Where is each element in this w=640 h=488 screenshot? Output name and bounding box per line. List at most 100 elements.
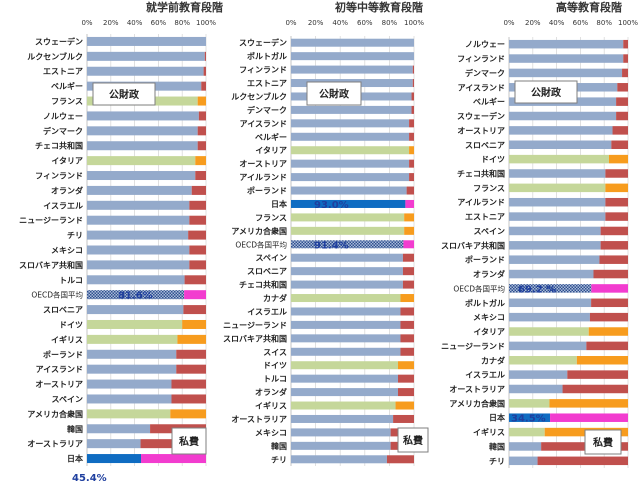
category-label: イタリア bbox=[255, 145, 287, 155]
chart-panel-1: 就学前教育段階 0% 20% 40% 60% 80% 100% スウェーデンルクセンブルクエス… bbox=[19, 0, 223, 484]
private-legend-box bbox=[584, 429, 622, 455]
bar-public bbox=[87, 275, 185, 285]
bar-private bbox=[412, 79, 414, 88]
bar-private bbox=[189, 200, 206, 210]
bar-private bbox=[406, 186, 414, 195]
category-label: ベルギー bbox=[473, 97, 505, 107]
bar-private bbox=[176, 364, 206, 374]
bar-public bbox=[509, 341, 587, 351]
bar-public bbox=[87, 185, 192, 195]
category-label: スペイン bbox=[52, 395, 83, 404]
category-label: フィンランド bbox=[35, 172, 83, 181]
category-label: ルクセンブルク bbox=[231, 91, 287, 101]
bar-private bbox=[189, 260, 206, 270]
bar-public bbox=[291, 280, 403, 289]
bar-public bbox=[87, 36, 206, 46]
bar-private bbox=[550, 413, 628, 422]
bar-public bbox=[87, 454, 142, 464]
category-label: スペイン bbox=[256, 254, 287, 263]
category-label: メキシコ bbox=[255, 428, 287, 437]
bar-private bbox=[411, 105, 414, 114]
bar-public bbox=[87, 245, 190, 255]
bar-private bbox=[184, 275, 206, 285]
category-label: チリ bbox=[67, 231, 83, 240]
bar-public bbox=[291, 159, 410, 168]
oecd-value-label: 69.2 % bbox=[518, 284, 556, 295]
private-legend-label: 私費 bbox=[402, 434, 423, 447]
category-label: OECD各国平均 bbox=[31, 290, 83, 300]
category-label: ポーランド bbox=[465, 255, 505, 265]
bar-private bbox=[409, 146, 414, 155]
category-label: スロバキア共和国 bbox=[441, 240, 505, 250]
bar-private bbox=[177, 334, 206, 344]
category-label: オーストラリア bbox=[449, 385, 505, 394]
bar-private bbox=[203, 66, 206, 76]
category-label: アイスランド bbox=[458, 83, 505, 92]
bar-public bbox=[291, 38, 414, 47]
x-tick-label: 80% bbox=[382, 19, 398, 27]
bar-private bbox=[182, 319, 206, 329]
bar-private bbox=[586, 341, 628, 351]
bar-public bbox=[87, 215, 190, 225]
x-tick-label: 60% bbox=[151, 19, 167, 27]
bar-public bbox=[509, 68, 623, 78]
bar-private bbox=[599, 255, 628, 264]
bar-public bbox=[291, 307, 401, 316]
category-label: フランス bbox=[255, 213, 287, 222]
bar-private bbox=[400, 294, 414, 303]
bar-private bbox=[567, 370, 628, 379]
bar-public bbox=[291, 105, 412, 114]
category-label: オーストリア bbox=[457, 126, 505, 135]
category-label: アイスランド bbox=[36, 365, 83, 374]
private-legend-box bbox=[171, 427, 207, 455]
bar-private bbox=[395, 401, 414, 410]
category-label: ポルトガル bbox=[247, 51, 287, 61]
bar-public bbox=[509, 370, 568, 379]
category-label: チェコ共和国 bbox=[239, 280, 287, 290]
bar-public bbox=[509, 427, 545, 437]
x-tick-label: 60% bbox=[573, 19, 589, 27]
bar-public bbox=[87, 305, 184, 315]
bar-public bbox=[291, 267, 403, 276]
bar-private bbox=[623, 39, 628, 49]
bar-public bbox=[291, 455, 387, 464]
category-label: スウェーデン bbox=[239, 38, 287, 48]
chart-title: 初等中等教育段階 bbox=[335, 0, 423, 14]
bar-public bbox=[509, 312, 590, 322]
bar-private bbox=[576, 356, 628, 365]
public-legend-label: 公財政 bbox=[319, 88, 350, 101]
category-label: フィンランド bbox=[239, 66, 287, 75]
category-label: イギリス bbox=[51, 334, 83, 344]
bar-public bbox=[87, 349, 177, 359]
bar-private bbox=[593, 269, 628, 279]
category-label: ベルギー bbox=[51, 81, 83, 91]
x-tick-label: 40% bbox=[332, 19, 348, 27]
bar-public bbox=[291, 213, 405, 222]
bar-private bbox=[398, 388, 414, 397]
x-tick-label: 20% bbox=[525, 19, 541, 27]
category-label: ポーランド bbox=[247, 186, 287, 196]
category-label: スロバキア共和国 bbox=[19, 260, 83, 270]
bar-private bbox=[189, 245, 206, 255]
bar-public bbox=[291, 253, 403, 262]
bar-private bbox=[400, 320, 414, 329]
bar-public bbox=[509, 327, 589, 336]
category-label: 日本 bbox=[489, 413, 505, 423]
bar-private bbox=[393, 414, 414, 423]
bar-public bbox=[509, 39, 624, 49]
bar-public bbox=[87, 379, 172, 389]
public-legend-label: 公財政 bbox=[531, 86, 562, 99]
private-legend-label: 私費 bbox=[178, 435, 199, 448]
bar-public bbox=[509, 284, 592, 293]
category-label: メキシコ bbox=[473, 313, 505, 322]
category-label: チェコ共和国 bbox=[35, 141, 83, 151]
bar-private bbox=[622, 68, 628, 78]
category-label: スイス bbox=[263, 348, 287, 357]
x-tick-label: 0% bbox=[285, 19, 296, 27]
bar-public bbox=[291, 374, 399, 383]
bar-private bbox=[549, 399, 628, 408]
bar-private bbox=[405, 199, 414, 208]
category-label: フランス bbox=[51, 97, 83, 106]
bar-public bbox=[291, 132, 410, 141]
category-label: スロベニア bbox=[247, 267, 287, 276]
